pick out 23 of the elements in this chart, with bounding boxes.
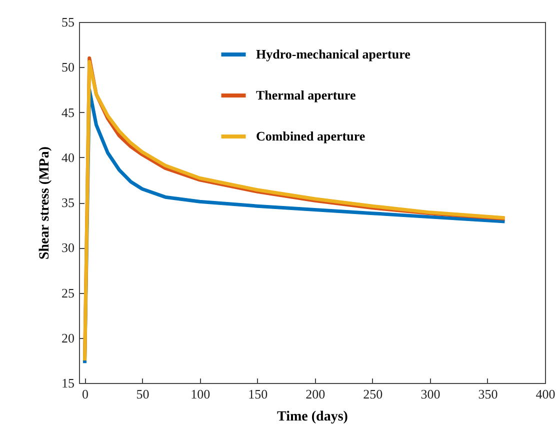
legend-label: Combined aperture [256,128,366,144]
x-tick-label: 100 [190,386,210,402]
x-axis-title: Time (days) [277,410,348,424]
x-tick-label: 350 [478,386,498,402]
legend-label: Hydro-mechanical aperture [256,46,411,62]
y-tick-label: 45 [62,104,74,120]
y-tick-label: 15 [62,376,74,390]
x-tick-label: 400 [536,386,556,402]
y-tick-label: 55 [62,14,74,30]
x-tick-label: 50 [136,386,150,402]
y-tick-label: 20 [62,330,74,346]
x-tick-label: 300 [420,386,440,402]
y-tick-label: 35 [62,195,74,210]
x-tick-label: 200 [306,386,326,402]
x-tick-label: 250 [363,386,383,402]
legend-label: Thermal aperture [256,88,356,102]
y-tick-label: 50 [62,60,74,75]
y-tick-label: 40 [62,150,74,165]
y-tick-label: 25 [62,285,74,300]
y-axis-title: Shear stress (MPa) [38,146,52,260]
x-tick-label: 0 [82,386,89,402]
y-tick-label: 30 [62,240,74,256]
x-tick-label: 150 [248,386,268,402]
